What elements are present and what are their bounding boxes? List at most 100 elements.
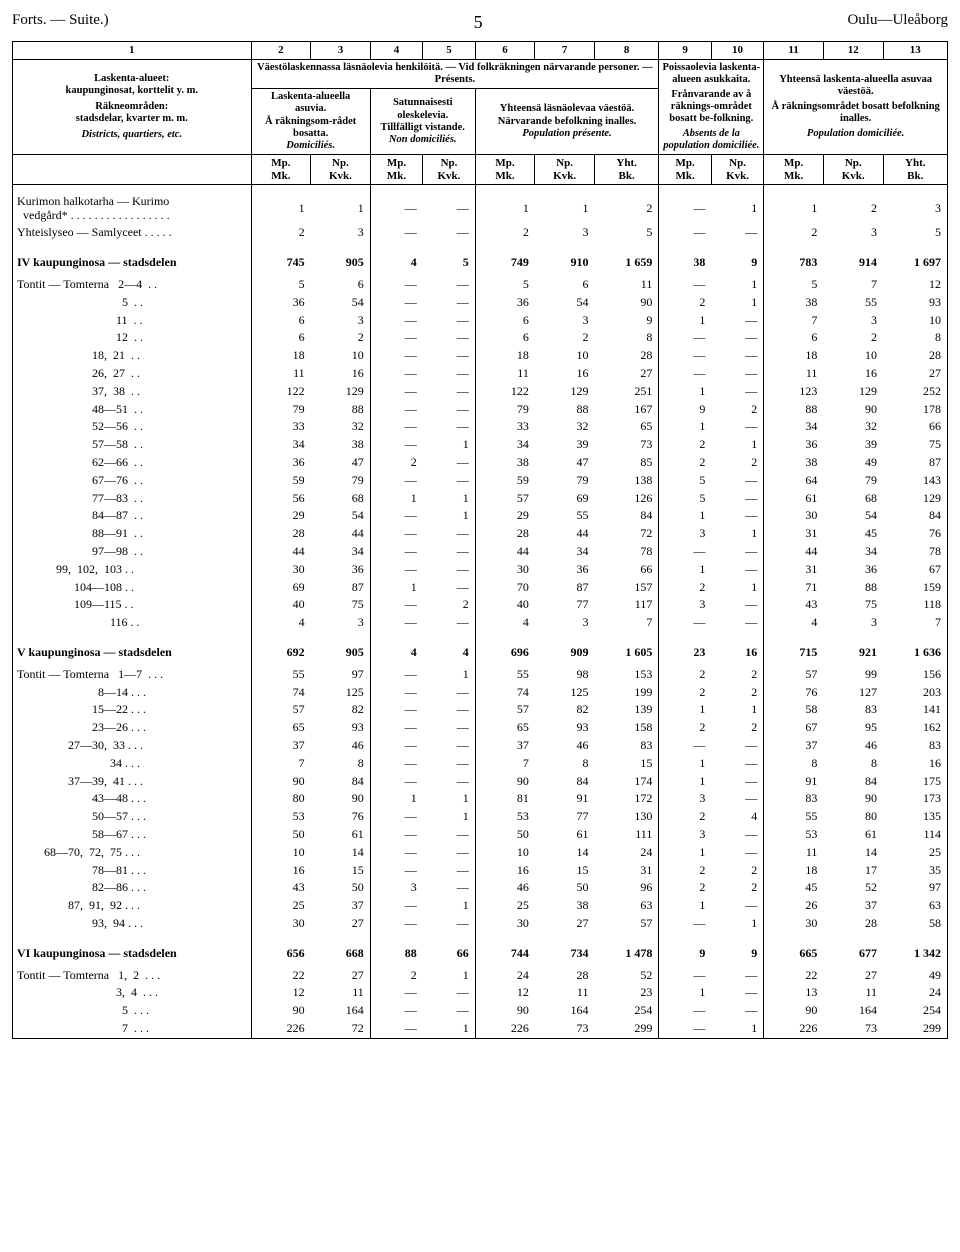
cell: 2 xyxy=(711,879,763,897)
cell: 9 xyxy=(659,941,711,967)
cell: 7 xyxy=(823,276,883,294)
cell: 37 xyxy=(311,897,371,915)
table-row: 97—98 . .4434——443478——443478 xyxy=(13,543,948,561)
colnum: 1 xyxy=(13,42,252,60)
cell: — xyxy=(711,561,763,579)
cell: 299 xyxy=(883,1020,947,1038)
cell: 97 xyxy=(883,879,947,897)
cell: 2 xyxy=(535,329,595,347)
cell: 3 xyxy=(311,614,371,632)
cell: — xyxy=(370,915,422,933)
cell: — xyxy=(659,1020,711,1038)
cell: 2 xyxy=(659,808,711,826)
table-row: 34 . . .78——78151—8816 xyxy=(13,755,948,773)
cell: 28 xyxy=(251,525,311,543)
row-label: 116 . . xyxy=(13,614,252,632)
cell: 9 xyxy=(594,312,658,330)
cell: 16 xyxy=(475,862,535,880)
cell: 72 xyxy=(594,525,658,543)
cell: 57 xyxy=(475,490,535,508)
cell: 22 xyxy=(251,967,311,985)
cell: 199 xyxy=(594,684,658,702)
cell: 90 xyxy=(475,773,535,791)
row-label: 78—81 . . . xyxy=(13,862,252,880)
cell: — xyxy=(370,507,422,525)
cell: 2 xyxy=(711,719,763,737)
cell: 4 xyxy=(251,614,311,632)
cell: — xyxy=(423,879,475,897)
row-label: 18, 21 . . xyxy=(13,347,252,365)
cell: 122 xyxy=(475,383,535,401)
row-label: 5 . . xyxy=(13,294,252,312)
cell: 87 xyxy=(535,579,595,597)
row-label: Tontit — Tomterna 2—4 . . xyxy=(13,276,252,294)
cell: 79 xyxy=(475,401,535,419)
cell: 143 xyxy=(883,472,947,490)
cell: 156 xyxy=(883,666,947,684)
cell: 84 xyxy=(883,507,947,525)
cell: 82 xyxy=(311,701,371,719)
sub-domicilies: Laskenta-alueella asuvia. Å räkningsom-r… xyxy=(251,89,370,155)
cell: 18 xyxy=(764,862,824,880)
row-label: 58—67 . . . xyxy=(13,826,252,844)
cell: — xyxy=(370,276,422,294)
cell: — xyxy=(711,383,763,401)
cell: 24 xyxy=(883,984,947,1002)
cell: 83 xyxy=(764,790,824,808)
cell: 905 xyxy=(311,640,371,666)
cell: 13 xyxy=(764,984,824,1002)
cell: — xyxy=(423,701,475,719)
cell: 696 xyxy=(475,640,535,666)
cell: 8 xyxy=(535,755,595,773)
cell: 88 xyxy=(764,401,824,419)
cell: — xyxy=(370,365,422,383)
cell: 27 xyxy=(311,915,371,933)
cell: 47 xyxy=(311,454,371,472)
cell: 68 xyxy=(311,490,371,508)
cell: 49 xyxy=(883,967,947,985)
cell: 91 xyxy=(535,790,595,808)
cell: 54 xyxy=(311,294,371,312)
cell: 3 xyxy=(659,790,711,808)
cell: — xyxy=(423,844,475,862)
cell: 9 xyxy=(711,250,763,276)
cell: 39 xyxy=(823,436,883,454)
cell: 30 xyxy=(251,561,311,579)
table-row: 8—14 . . .74125——741251992276127203 xyxy=(13,684,948,702)
cell: 1 xyxy=(711,701,763,719)
cell: 126 xyxy=(594,490,658,508)
cell: 9 xyxy=(659,401,711,419)
colnum: 10 xyxy=(711,42,763,60)
cell: 7 xyxy=(475,755,535,773)
cell: 10 xyxy=(475,844,535,862)
cell: 2 xyxy=(659,436,711,454)
cell: 65 xyxy=(251,719,311,737)
cell: 153 xyxy=(594,666,658,684)
cell: 914 xyxy=(823,250,883,276)
mp-mk: Mp.Mk. xyxy=(764,155,824,185)
row-label: 27—30, 33 . . . xyxy=(13,737,252,755)
cell: 2 xyxy=(659,454,711,472)
cell: 32 xyxy=(535,418,595,436)
cell: 75 xyxy=(883,436,947,454)
cell: 36 xyxy=(764,436,824,454)
cell: 3 xyxy=(823,224,883,242)
cell: 52 xyxy=(823,879,883,897)
cell: 55 xyxy=(823,294,883,312)
cell: 46 xyxy=(311,737,371,755)
cell: 63 xyxy=(883,897,947,915)
cell: 114 xyxy=(883,826,947,844)
cell: 61 xyxy=(823,826,883,844)
cell: 129 xyxy=(311,383,371,401)
cell: 2 xyxy=(659,879,711,897)
cell: 159 xyxy=(883,579,947,597)
mp-mk: Mp.Mk. xyxy=(659,155,711,185)
cell: 15 xyxy=(535,862,595,880)
cell: — xyxy=(711,1002,763,1020)
cell: 162 xyxy=(883,719,947,737)
cell: 28 xyxy=(475,525,535,543)
cell: 30 xyxy=(475,561,535,579)
cell: 8 xyxy=(311,755,371,773)
cell: 129 xyxy=(823,383,883,401)
cell: 1 xyxy=(311,193,371,225)
